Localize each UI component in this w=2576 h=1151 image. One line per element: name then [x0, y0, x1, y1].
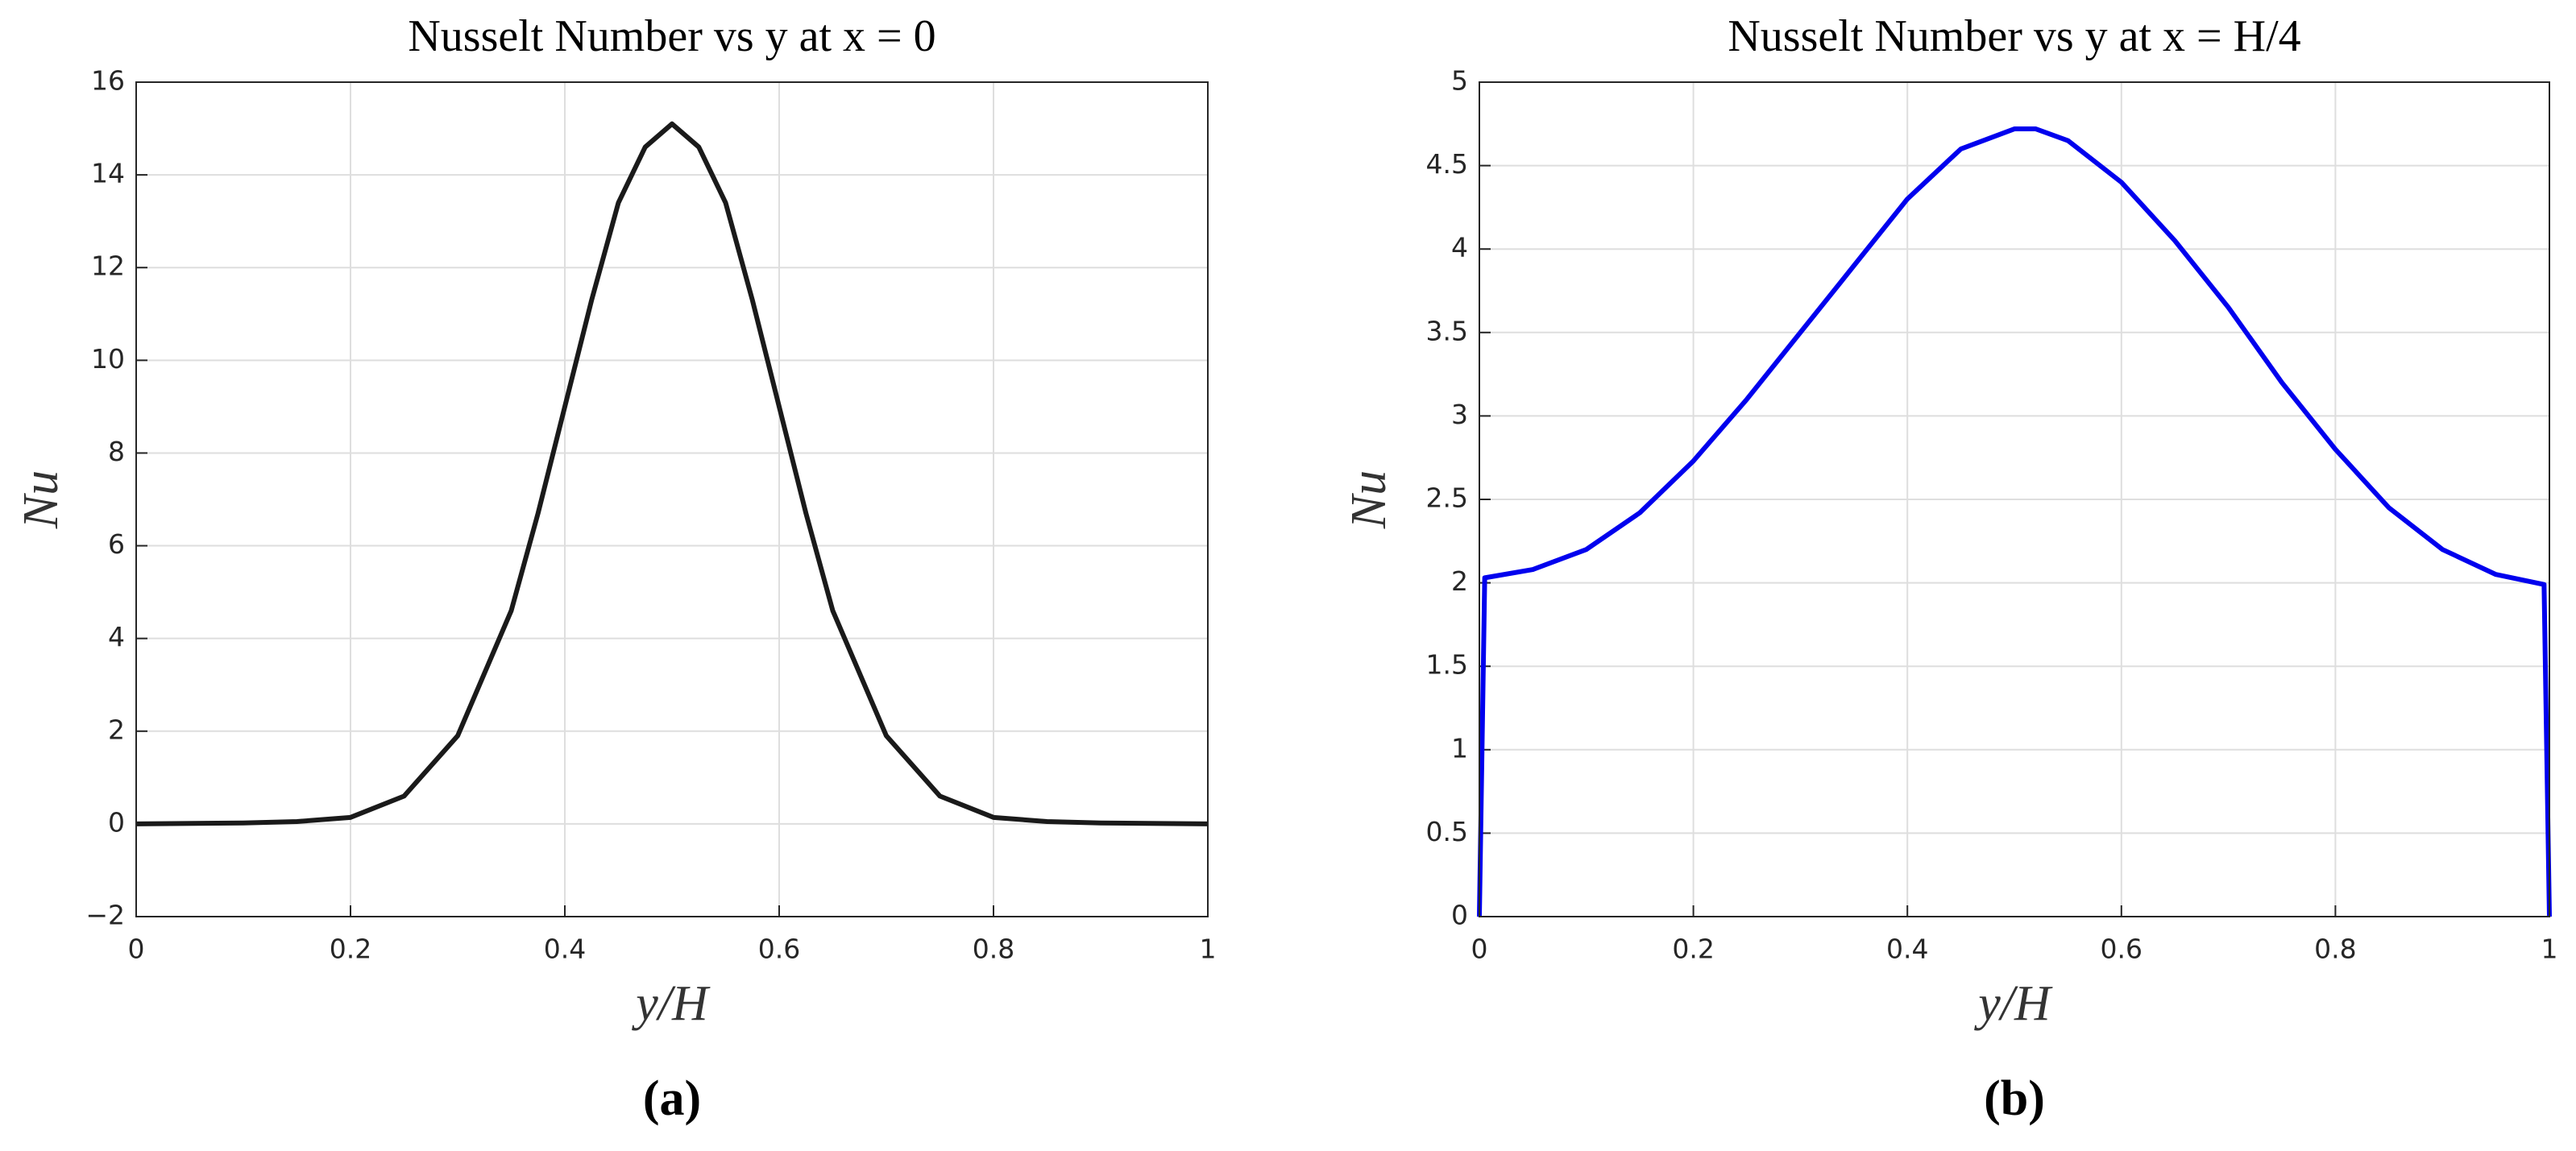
y-tick-label: 0 [108, 806, 125, 838]
y-tick-label: 3.5 [1426, 315, 1468, 346]
x-tick-label: 1 [2541, 934, 2558, 965]
y-tick-label: 4 [108, 621, 125, 652]
y-tick-label: 8 [108, 436, 125, 467]
y-tick-label: 0 [1451, 900, 1468, 931]
x-tick-label: 0.2 [1672, 934, 1714, 965]
x-axis-label: y/H [1973, 976, 2053, 1031]
y-tick-label: 1 [1451, 732, 1468, 764]
y-tick-label: 2 [108, 714, 125, 745]
data-line [1477, 126, 2552, 917]
plot-frame [135, 81, 1209, 917]
y-tick-label: 10 [91, 343, 125, 375]
subcaption: (b) [1984, 1071, 2045, 1126]
y-tick-label: 2.5 [1426, 482, 1468, 514]
chart-title: Nusselt Number vs y at x = 0 [408, 11, 935, 61]
y-tick-label: 5 [1451, 65, 1468, 97]
x-tick-label: 0.6 [2101, 934, 2143, 965]
x-tick-label: 0.2 [330, 934, 371, 965]
y-tick-label: 0.5 [1426, 816, 1468, 847]
y-tick-label: 12 [91, 250, 125, 282]
subcaption: (a) [643, 1071, 701, 1126]
x-tick-label: 0.8 [2314, 934, 2356, 965]
y-axis-label: Nu [14, 470, 68, 529]
plot-frame [1479, 81, 2550, 917]
y-tick-label: 3 [1451, 399, 1468, 430]
chart-title: Nusselt Number vs y at x = H/4 [1728, 11, 2300, 61]
data-line [135, 121, 1209, 826]
y-tick-label: −2 [85, 900, 125, 931]
y-tick-label: 1.5 [1426, 649, 1468, 681]
x-tick-label: 0.6 [758, 934, 800, 965]
y-tick-label: 14 [91, 158, 125, 189]
x-axis-label: y/H [631, 976, 711, 1031]
y-tick-label: 2 [1451, 565, 1468, 597]
y-tick-label: 16 [91, 65, 125, 97]
x-tick-label: 1 [1200, 934, 1217, 965]
x-tick-label: 0.4 [1886, 934, 1928, 965]
y-tick-label: 4 [1451, 232, 1468, 263]
x-tick-label: 0 [1471, 934, 1488, 965]
y-tick-label: 6 [108, 528, 125, 560]
y-tick-label: 4.5 [1426, 148, 1468, 180]
x-tick-label: 0 [128, 934, 145, 965]
x-tick-label: 0.8 [973, 934, 1014, 965]
x-tick-label: 0.4 [544, 934, 586, 965]
y-axis-label: Nu [1342, 470, 1396, 529]
